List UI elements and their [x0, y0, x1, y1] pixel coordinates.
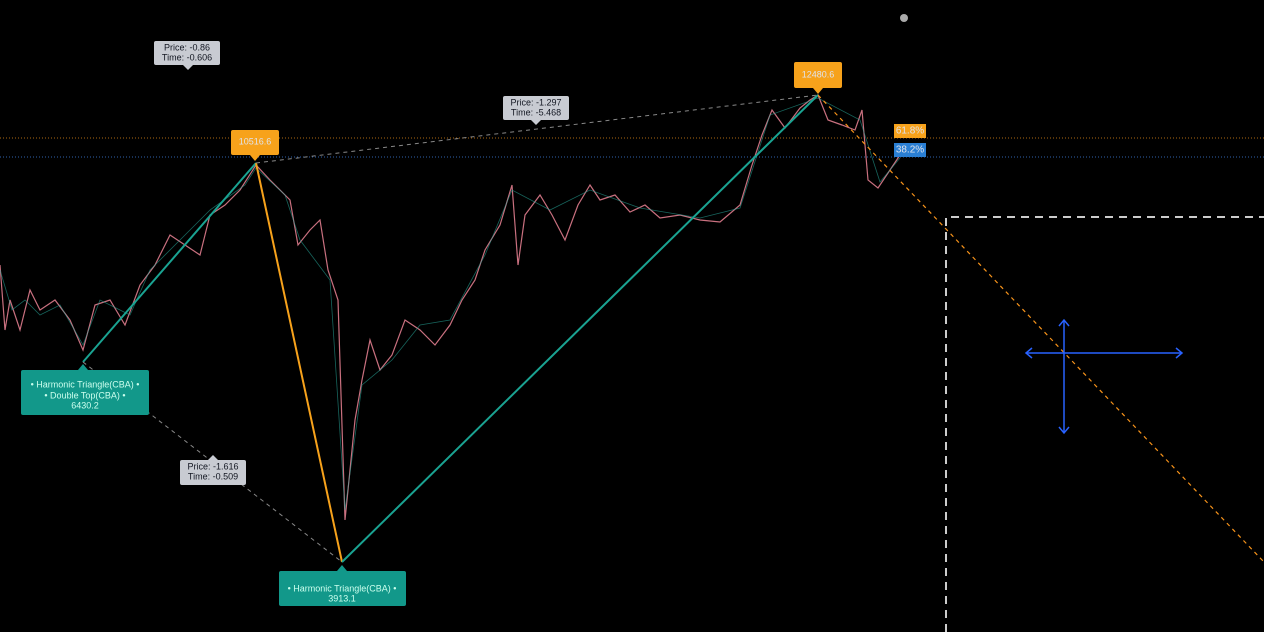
pattern-price: 3913.1 — [328, 593, 356, 603]
callout-time: Time: -0.606 — [162, 52, 212, 62]
fib-382-label: 38.2% — [896, 145, 924, 156]
projection-line — [817, 94, 1264, 563]
callout-price: Price: -0.86 — [164, 42, 210, 52]
pattern-leg-bc — [255, 162, 343, 563]
callout-box — [503, 96, 569, 120]
pattern-label — [279, 571, 406, 606]
pattern-name: • Harmonic Triangle(CBA) • — [31, 379, 140, 389]
fib-618-label: 61.8% — [896, 126, 924, 137]
price-path-up — [0, 97, 901, 511]
crosshair-tool — [1024, 318, 1184, 435]
callout-price: Price: -1.616 — [187, 461, 238, 471]
point-label — [231, 130, 279, 155]
callout-pointer — [337, 565, 347, 571]
pattern-price: 6430.2 — [71, 400, 99, 410]
callout-time: Time: -0.509 — [188, 471, 238, 481]
callout-pointer — [250, 155, 260, 161]
callout-pointer — [813, 88, 823, 94]
pattern-label — [21, 370, 149, 415]
fib-label — [894, 143, 926, 157]
callout-pointer — [531, 120, 541, 125]
callout-box — [154, 41, 220, 65]
pattern-leg-cd — [341, 94, 819, 563]
pattern-name: • Double Top(CBA) • — [44, 390, 125, 400]
fib-label — [894, 124, 926, 138]
callout-time: Time: -5.468 — [511, 107, 561, 117]
ratio-line-bd — [255, 94, 819, 164]
point-label — [794, 62, 842, 88]
pattern-name: • Harmonic Triangle(CBA) • — [288, 583, 397, 593]
callout-pointer — [183, 65, 193, 70]
point-b-label: 10516.6 — [239, 136, 272, 146]
dot — [900, 14, 908, 22]
pattern-leg-ab — [82, 162, 257, 363]
callout-pointer — [208, 455, 218, 460]
callout-pointer — [78, 364, 88, 370]
callout-box — [180, 460, 246, 485]
point-d-label: 12480.6 — [802, 69, 835, 79]
callout-price: Price: -1.297 — [510, 97, 561, 107]
